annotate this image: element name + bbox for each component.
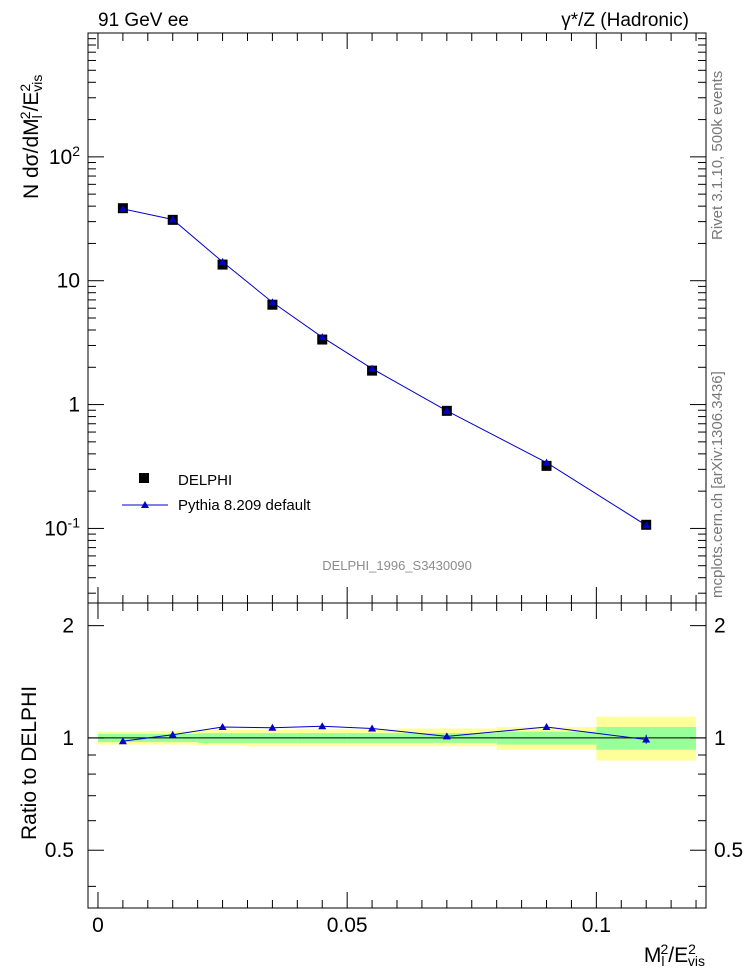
mc-point bbox=[218, 257, 227, 265]
ratio-uncertainty-bands bbox=[97, 716, 697, 761]
ratio-y-tick-label: 2 bbox=[62, 615, 74, 638]
x-tick-label: 0 bbox=[92, 914, 104, 937]
ratio-y-tick-label-right: 0.5 bbox=[714, 839, 743, 862]
legend: DELPHI Pythia 8.209 default bbox=[122, 472, 311, 514]
mc-point bbox=[168, 215, 177, 223]
main-y-tick-label: 1 bbox=[68, 394, 80, 417]
mc-point bbox=[542, 458, 551, 466]
mc-point bbox=[268, 298, 277, 306]
rivet-side-label: Rivet 3.1.10, 500k events bbox=[709, 71, 726, 240]
ratio-series bbox=[118, 722, 651, 745]
ratio-y-tick-label: 0.5 bbox=[45, 839, 74, 862]
main-y-tick-label: 102 bbox=[49, 143, 80, 169]
mc-point bbox=[442, 406, 451, 414]
ratio-mc-point bbox=[118, 737, 127, 745]
mc-point bbox=[118, 204, 127, 212]
mc-point bbox=[642, 521, 651, 529]
ratio-y-tick-label: 1 bbox=[62, 727, 74, 750]
main-panel-frame bbox=[87, 32, 707, 604]
legend-mc-marker bbox=[141, 501, 149, 508]
ratio-mc-point bbox=[542, 722, 551, 730]
main-y-tick-label: 10-1 bbox=[44, 515, 80, 541]
analysis-watermark: DELPHI_1996_S3430090 bbox=[322, 558, 472, 573]
top-right-label: γ*/Z (Hadronic) bbox=[561, 10, 689, 31]
main-y-tick-label: 10 bbox=[57, 270, 80, 293]
main-y-axis-label: N dσ/dMl2/E2vis bbox=[17, 75, 45, 199]
top-left-label: 91 GeV ee bbox=[98, 10, 189, 31]
mc-point bbox=[368, 364, 377, 372]
ratio-y-tick-label-right: 1 bbox=[714, 727, 726, 750]
ratio-mc-point bbox=[218, 722, 227, 730]
x-tick-label: 0.05 bbox=[327, 914, 368, 937]
tick-labels: 10-1 1 10 102 0.5 0.5 1 1 2 2 0 0.05 0.1 bbox=[44, 143, 743, 937]
x-axis-label: Ml2/E2 vis bbox=[644, 941, 705, 969]
plot-frames bbox=[87, 32, 707, 909]
axis-ticks bbox=[88, 32, 706, 908]
main-series bbox=[117, 203, 652, 530]
x-tick-label: 0.1 bbox=[582, 914, 611, 937]
ratio-mc-point bbox=[268, 723, 277, 731]
ratio-mc-point bbox=[368, 724, 377, 732]
legend-data-label: DELPHI bbox=[178, 472, 232, 489]
ratio-y-tick-label-right: 2 bbox=[714, 615, 726, 638]
ratio-y-axis-label: Ratio to DELPHI bbox=[18, 686, 41, 840]
legend-mc-label: Pythia 8.209 default bbox=[178, 497, 311, 514]
mc-point bbox=[318, 333, 327, 341]
mcplots-side-label: mcplots.cern.ch [arXiv:1306.3436] bbox=[709, 371, 726, 598]
ratio-mc-point bbox=[442, 732, 451, 740]
data-point bbox=[541, 460, 552, 471]
legend-data-marker bbox=[139, 473, 149, 483]
ratio-mc-point bbox=[318, 722, 327, 730]
ratio-mc-point bbox=[168, 730, 177, 738]
